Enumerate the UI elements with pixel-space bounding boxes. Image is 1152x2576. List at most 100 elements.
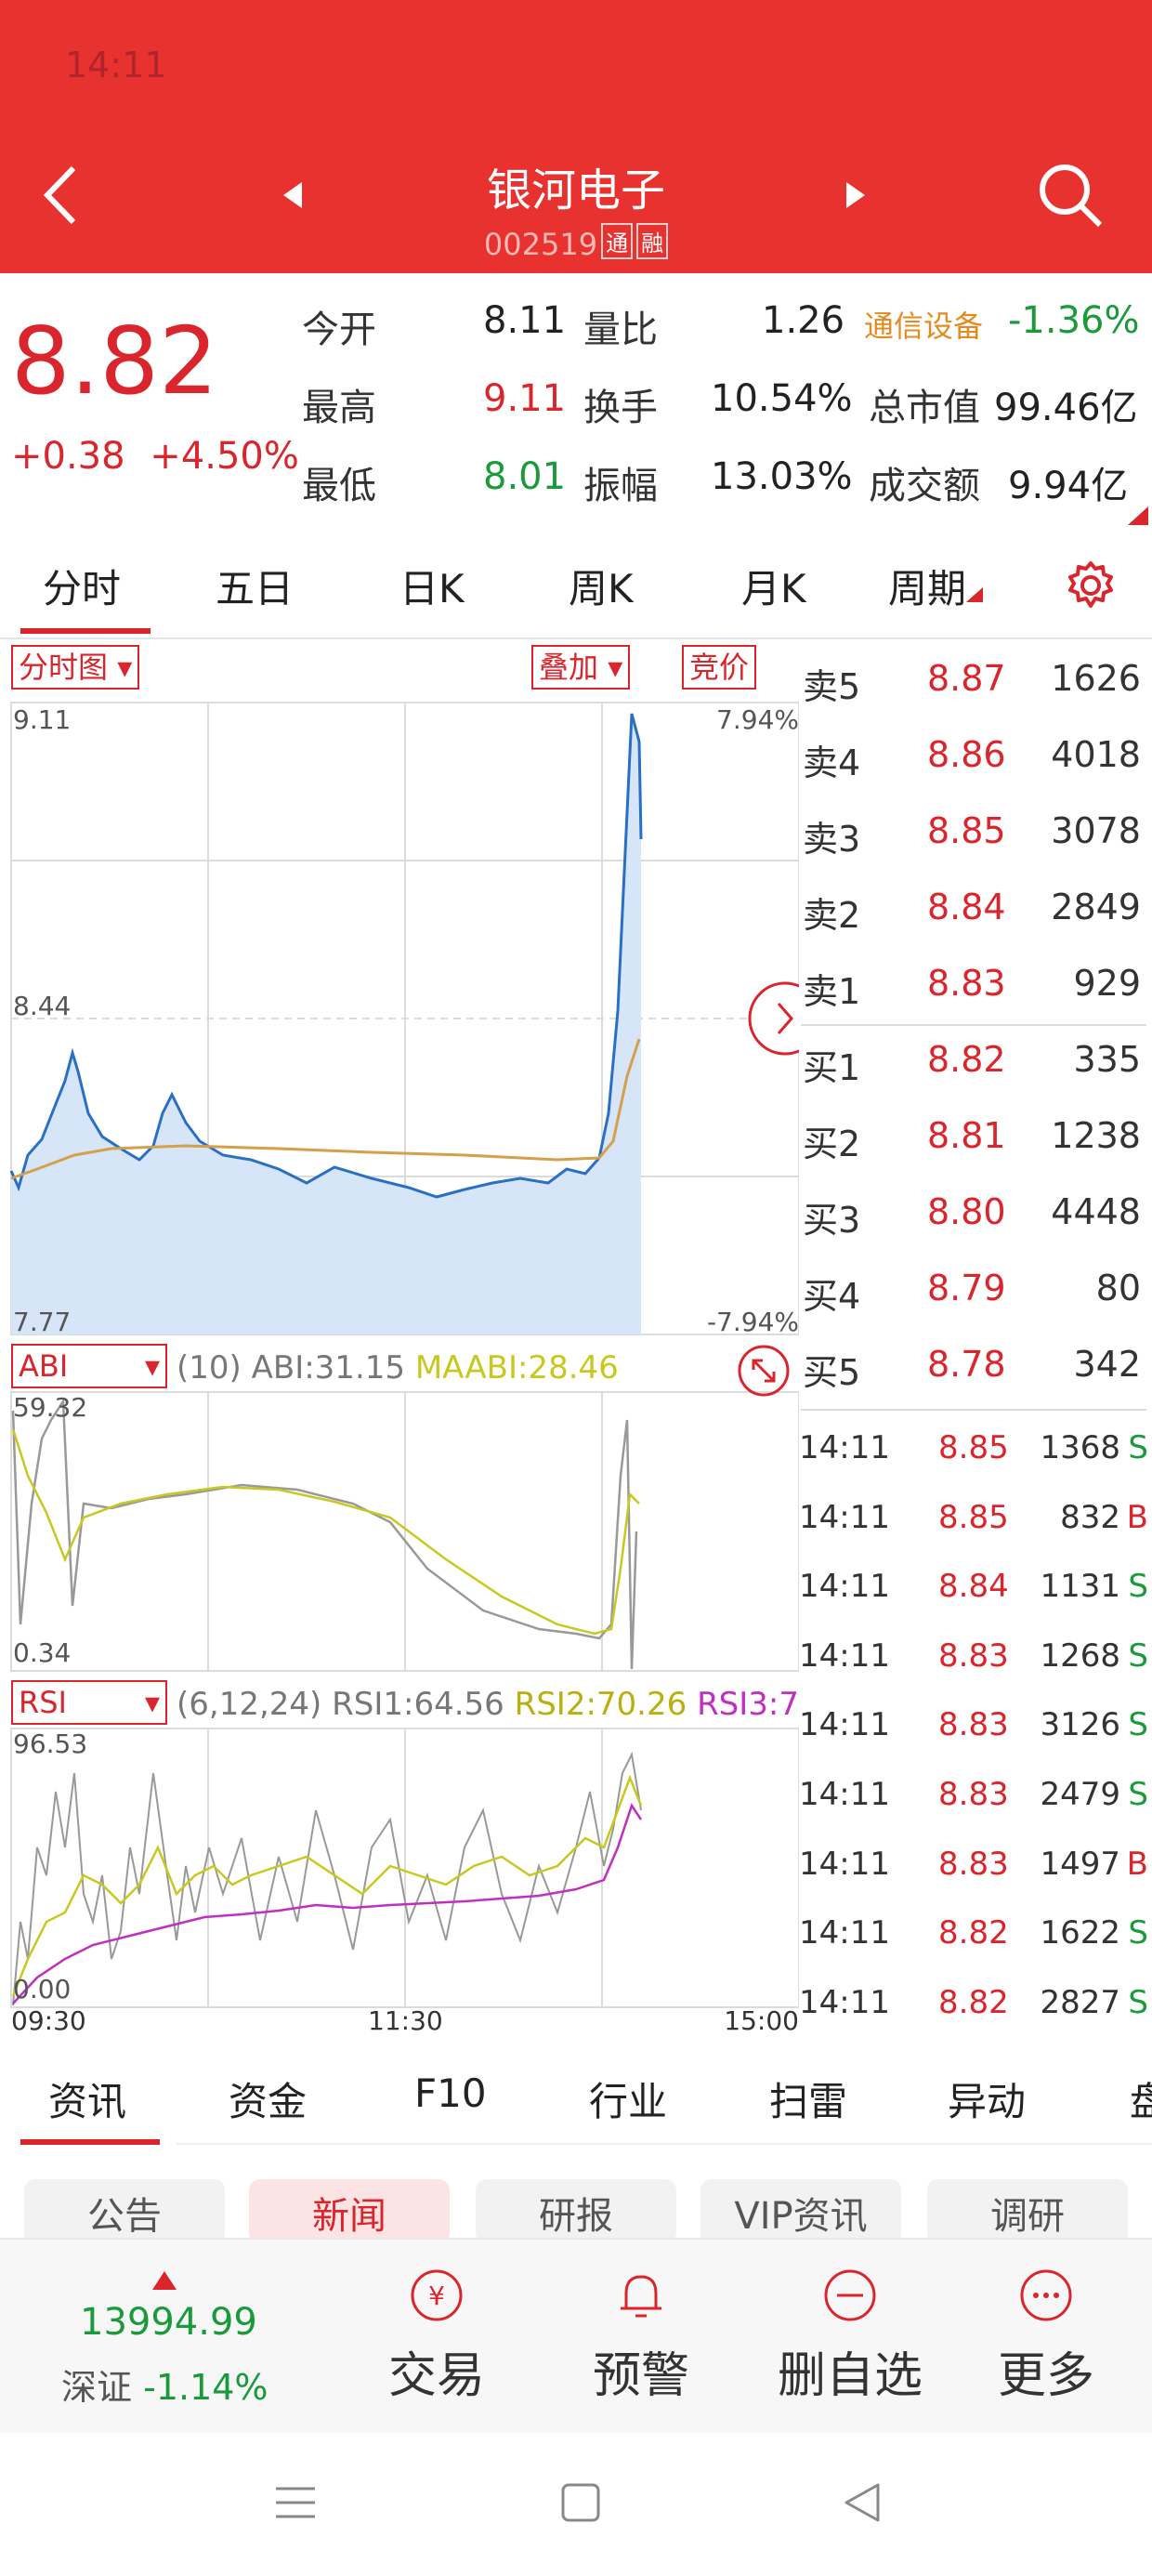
tab-funds[interactable]: 资金	[229, 2079, 308, 2124]
book-volume: 3078	[1051, 810, 1141, 851]
low-value: 8.01	[483, 455, 567, 498]
price-line	[9, 713, 643, 1199]
trade-time: 14:11	[799, 1776, 890, 1813]
abi-legend: (10) ABI:31.15 MAABI:28.46	[177, 1349, 619, 1387]
info-tabs: 资讯 资金 F10 行业 扫雷 异动 盘	[0, 2033, 1152, 2145]
minus-circle-icon	[824, 2269, 876, 2321]
book-price: 8.81	[927, 1115, 1006, 1156]
rsi-select[interactable]: RSI ▾	[11, 1680, 167, 1725]
fullscreen-icon[interactable]	[737, 1344, 791, 1398]
trade-price: 8.82	[938, 1983, 1009, 2021]
system-nav-bar	[0, 2433, 1152, 2576]
order-book-row[interactable]: 卖1 8.83 929	[799, 946, 1152, 1022]
tab-month-k[interactable]: 月K	[741, 566, 806, 611]
vol-ratio-label: 量比	[583, 309, 658, 351]
auction-button[interactable]: 竞价	[682, 645, 757, 690]
trade-row: 14:11 8.83 1268 S	[799, 1623, 1152, 1691]
trade-volume: 1131	[1040, 1568, 1120, 1606]
app-header: 14:11 银河电子 002519 通融	[0, 0, 1152, 273]
trade-price: 8.83	[938, 1845, 1009, 1883]
trade-side: S	[1128, 1983, 1148, 2021]
more-button[interactable]: 更多	[962, 2267, 1130, 2406]
trade-row: 14:11 8.84 1131 S	[799, 1553, 1152, 1622]
order-book-row[interactable]: 卖4 8.86 4018	[799, 717, 1152, 794]
trade-price: 8.85	[938, 1498, 1009, 1536]
chip-announcement[interactable]: 公告	[24, 2179, 225, 2244]
order-book-row[interactable]: 买4 8.79 80	[799, 1251, 1152, 1327]
trade-side: B	[1126, 1498, 1148, 1536]
abi-min: 0.34	[13, 1637, 72, 1668]
trade-price: 8.84	[938, 1568, 1009, 1606]
tab-f10[interactable]: F10	[414, 2070, 487, 2116]
amount-label: 成交额	[869, 465, 980, 507]
tab-industry[interactable]: 行业	[589, 2079, 668, 2124]
trade-price: 8.85	[938, 1429, 1009, 1466]
alert-button[interactable]: 预警	[557, 2267, 725, 2406]
menu-icon[interactable]	[274, 2481, 317, 2524]
tab-period[interactable]: 周期	[888, 558, 984, 614]
chip-news[interactable]: 新闻	[249, 2179, 450, 2244]
trade-volume: 1268	[1040, 1636, 1120, 1675]
tab-anomaly[interactable]: 异动	[948, 2079, 1027, 2124]
tab-week-k[interactable]: 周K	[569, 566, 634, 611]
order-book-row[interactable]: 买1 8.82 335	[799, 1022, 1152, 1098]
order-book-row[interactable]: 卖3 8.85 3078	[799, 794, 1152, 870]
tab-more-cut[interactable]: 盘	[1130, 2079, 1152, 2124]
chart-mode-select[interactable]: 分时图 ▾	[11, 645, 140, 690]
abi-line	[11, 1398, 638, 1670]
trade-price: 8.83	[938, 1636, 1009, 1675]
intraday-charts[interactable]	[0, 639, 799, 2033]
change-value: +0.38	[11, 435, 125, 478]
current-price: 8.82	[11, 307, 218, 415]
tab-risk-scan[interactable]: 扫雷	[769, 2079, 848, 2124]
next-stock-button[interactable]	[818, 158, 892, 232]
back-button[interactable]	[24, 158, 98, 232]
book-price: 8.79	[927, 1268, 1006, 1308]
remove-watchlist-button[interactable]: 删自选	[757, 2267, 943, 2406]
more-dots-icon	[1020, 2269, 1072, 2321]
trade-button[interactable]: ¥ 交易	[353, 2267, 520, 2406]
back-nav-icon[interactable]	[841, 2481, 884, 2524]
dropdown-arrow-icon: ▾	[117, 650, 133, 685]
book-level: 卖2	[803, 895, 861, 936]
tab-news-info[interactable]: 资讯	[48, 2079, 127, 2124]
home-icon[interactable]	[559, 2481, 602, 2524]
tab-five-day[interactable]: 五日	[216, 566, 295, 611]
chip-research[interactable]: 研报	[476, 2179, 676, 2244]
expand-orderbook-icon[interactable]	[748, 981, 799, 1056]
order-book-row[interactable]: 买3 8.80 4448	[799, 1175, 1152, 1251]
trade-volume: 832	[1060, 1498, 1120, 1536]
triangle-left-icon	[283, 182, 302, 208]
dropdown-corner-icon	[966, 587, 984, 602]
prev-stock-button[interactable]	[256, 158, 331, 232]
open-value: 8.11	[483, 299, 567, 342]
expand-corner-icon[interactable]	[1128, 506, 1148, 525]
tab-day-k[interactable]: 日K	[399, 566, 465, 611]
mktcap-label: 总市值	[869, 387, 980, 429]
overlay-select[interactable]: 叠加 ▾	[531, 645, 631, 690]
trade-price: 8.83	[938, 1706, 1009, 1744]
chip-vip[interactable]: VIP资讯	[700, 2179, 901, 2244]
chart-area: 分时图 ▾ 叠加 ▾ 竞价 9.11 8.44 7.77 7.94% -7.94…	[0, 639, 799, 2036]
chip-survey[interactable]: 调研	[927, 2179, 1128, 2244]
index-name: 深证	[61, 2367, 133, 2408]
high-value: 9.11	[483, 377, 567, 420]
settings-icon[interactable]	[1065, 559, 1117, 611]
abi-select-label: ABI	[19, 1348, 69, 1384]
abi-max: 59.32	[13, 1392, 88, 1423]
tab-intraday[interactable]: 分时	[43, 566, 122, 611]
index-value[interactable]: 13994.99	[80, 2301, 257, 2344]
dropdown-arrow-icon: ▾	[608, 650, 623, 685]
abi-value: ABI:31.15	[251, 1349, 406, 1387]
order-book-row[interactable]: 卖5 8.87 1626	[799, 641, 1152, 717]
search-button[interactable]	[1033, 158, 1107, 232]
sector-link[interactable]: 通信设备	[864, 309, 984, 344]
order-book-row[interactable]: 买5 8.78 342	[799, 1327, 1152, 1403]
order-book-row[interactable]: 卖2 8.84 2849	[799, 870, 1152, 946]
abi-grid	[10, 1391, 799, 1672]
order-book-row[interactable]: 买2 8.81 1238	[799, 1098, 1152, 1175]
abi-select[interactable]: ABI ▾	[11, 1344, 167, 1388]
index-label[interactable]: 深证 -1.14%	[61, 2359, 268, 2410]
trade-row: 14:11 8.82 1622 S	[799, 1899, 1152, 1968]
book-price: 8.78	[927, 1344, 1006, 1385]
